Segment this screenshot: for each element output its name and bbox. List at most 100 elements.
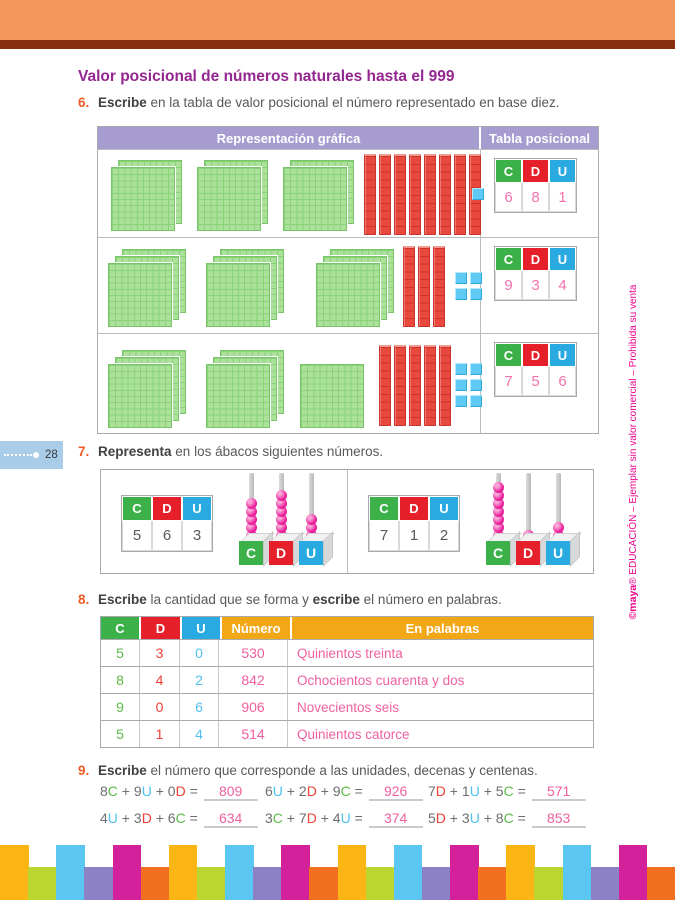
plus-sign: + xyxy=(316,783,333,799)
base-ten-flat xyxy=(299,363,365,429)
base-ten-flat xyxy=(282,166,348,232)
abacus-bead xyxy=(275,506,287,517)
base-ten-unit-cube xyxy=(470,395,482,407)
base-ten-rod xyxy=(379,154,391,235)
cdu-value-c: 6 xyxy=(495,183,522,212)
ex8-verb2: escribe xyxy=(312,592,360,607)
plus-sign: + xyxy=(479,783,496,799)
ex8-number-words-table: C D U Número En palabras 5 3 0 530 Quinientos tre… xyxy=(100,616,594,748)
answer-value: 634 xyxy=(203,810,258,828)
coefficient: 0 xyxy=(167,783,176,799)
cdu-value-u: 1 xyxy=(549,183,576,212)
equals-sign: = xyxy=(185,810,202,826)
base-ten-unit-cube xyxy=(472,188,484,200)
base-ten-rod xyxy=(424,345,436,426)
ex7-number: 7. xyxy=(78,444,90,459)
base-ten-rod xyxy=(394,154,406,235)
unit-letter-u: U xyxy=(141,783,152,799)
ex8-text1: la cantidad que se forma y xyxy=(146,592,313,607)
equation: 5D + 3U + 8C = 853 xyxy=(428,810,586,828)
unit-cubes xyxy=(455,363,482,407)
coefficient: 3 xyxy=(133,810,142,826)
answer-value: 926 xyxy=(368,783,423,801)
plus-sign: + xyxy=(151,810,168,826)
cdu-header-d: D xyxy=(522,159,549,183)
band-block xyxy=(590,867,620,900)
ex6-instruction: 6. Escribe en la tabla de valor posiciona… xyxy=(78,95,560,110)
answer-value: 853 xyxy=(531,810,586,828)
hundreds-stack xyxy=(107,349,187,429)
band-block xyxy=(393,845,423,900)
cell-u: 2 xyxy=(180,667,219,693)
base-ten-rod xyxy=(379,345,391,426)
unit-letter-u: U xyxy=(107,810,118,826)
cell-numero: 906 xyxy=(219,694,288,720)
cdu-header-c: C xyxy=(369,496,399,521)
unit-letter-u: U xyxy=(469,810,480,826)
header-tabla-posicional: Tabla posicional xyxy=(481,127,598,149)
equals-sign: = xyxy=(513,783,530,799)
hundreds-stack xyxy=(110,159,183,232)
cdu-value-c: 7 xyxy=(495,367,522,396)
unit-letter-c: C xyxy=(272,810,283,826)
hundreds-stack xyxy=(107,248,187,328)
base-ten-unit-cube xyxy=(470,272,482,284)
side-copyright-text: ©maya® EDUCACIÓN – Ejemplar sin valor co… xyxy=(627,285,639,620)
ex6-place-value-table: Representación gráfica Tabla posicional … xyxy=(97,126,599,434)
abacus-base-c: C xyxy=(239,531,275,567)
coefficient: 6 xyxy=(167,810,176,826)
ex8-header-row: C D U Número En palabras xyxy=(101,617,593,639)
coefficient: 6 xyxy=(265,783,273,799)
ex8-header-u: U xyxy=(182,617,220,639)
cube-front-face: C xyxy=(239,541,263,565)
table-row: 8 4 2 842 Ochocientos cuarenta y dos xyxy=(101,666,593,693)
abacus-bead xyxy=(492,498,504,509)
abacus-bead xyxy=(275,498,287,509)
band-block xyxy=(28,867,57,900)
cdu-value-d: 6 xyxy=(152,521,182,551)
unit-letter-c: C xyxy=(340,783,351,799)
base-ten-rod xyxy=(418,246,430,327)
band-block xyxy=(478,867,507,900)
cdu-value-u: 3 xyxy=(182,521,212,551)
abacus-bead xyxy=(245,506,257,517)
cell-c: 9 xyxy=(101,694,140,720)
band-block xyxy=(112,845,142,900)
cdu-value-d: 1 xyxy=(399,521,429,551)
hundreds-stack xyxy=(299,363,365,429)
base-ten-rod xyxy=(439,345,451,426)
cube-front-face: U xyxy=(299,541,323,565)
unit-cubes xyxy=(455,272,482,300)
ex9-verb: Escribe xyxy=(98,763,147,778)
tens-rods xyxy=(403,246,445,327)
plus-sign: + xyxy=(151,783,168,799)
abacus-rod xyxy=(526,473,531,541)
band-block xyxy=(253,867,282,900)
band-block xyxy=(168,845,198,900)
unit-letter-c: C xyxy=(175,810,186,826)
coefficient: 3 xyxy=(461,810,470,826)
ex8-header-palabras: En palabras xyxy=(292,617,593,639)
cdu-header-u: U xyxy=(549,159,576,183)
page-number: 28 xyxy=(45,449,58,461)
cell-d: 0 xyxy=(140,694,180,720)
plus-sign: + xyxy=(282,783,299,799)
unit-cubes xyxy=(472,188,484,200)
band-block xyxy=(534,867,563,900)
equation: 7D + 1U + 5C = 571 xyxy=(428,783,586,801)
base-ten-rod xyxy=(394,345,406,426)
abacus-bead xyxy=(492,490,504,501)
ex9-instruction: 9. Escribe el número que corresponde a la… xyxy=(78,763,538,778)
cdu-value-u: 4 xyxy=(549,271,576,300)
